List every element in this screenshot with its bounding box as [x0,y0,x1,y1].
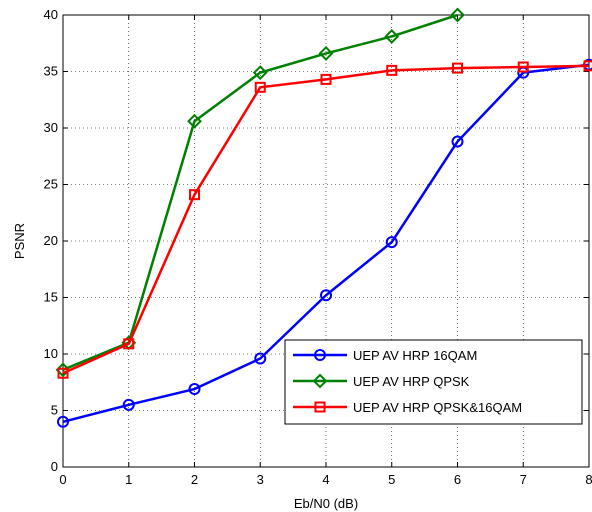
y-tick-label: 25 [44,177,58,192]
legend-swatch-point [314,349,326,361]
series-3-point [123,338,135,350]
series-2 [55,7,465,378]
series-1 [57,58,592,428]
legend-label: UEP AV HRP 16QAM [353,348,477,363]
series-3-point [320,73,332,85]
series-2-point [450,7,465,23]
y-tick-label: 35 [44,64,58,79]
y-tick-label: 15 [44,290,58,305]
series-2-point [318,46,334,61]
series-2-point [187,113,202,129]
series-1-point [385,236,398,249]
y-tick-label: 30 [44,120,58,135]
series-2-point [384,29,400,44]
axis-ticks: 0 1 2 3 4 5 6 7 8 0 5 10 15 20 25 30 35 40 [44,7,592,487]
series-1-point [254,352,267,365]
series-1-point [451,135,464,148]
y-tick-label: 10 [44,346,58,361]
legend-entry: UEP AV HRP 16QAM [293,348,477,363]
series-3-point [57,367,69,379]
x-tick-label: 3 [257,472,264,487]
x-tick-label: 6 [454,472,461,487]
legend-swatch-point [314,401,326,413]
series-3-point [517,61,529,73]
legend-label: UEP AV HRP QPSK&16QAM [353,400,522,415]
y-tick-label: 40 [44,7,58,22]
series-3-point [583,60,592,72]
legend-label: UEP AV HRP QPSK [353,374,470,389]
series-2-line [62,13,458,371]
series-3-line [62,64,590,375]
legend: UEP AV HRP 16QAM UEP AV HRP QPSK UEP AV HR… [284,339,583,425]
series-3-point [386,64,398,76]
series-3 [57,60,592,379]
series-3-point [189,189,200,201]
x-tick-label: 4 [322,472,329,487]
series-1-line [62,63,590,424]
y-tick-label: 0 [51,459,58,474]
y-tick-label: 5 [51,403,58,418]
legend-entry: UEP AV HRP QPSK&16QAM [293,400,522,415]
x-tick-label: 8 [585,472,592,487]
series-1-point [188,383,201,396]
x-tick-label: 1 [125,472,132,487]
y-tick-label: 20 [44,233,58,248]
series-1-point [57,415,69,428]
series-3-point [254,81,266,93]
legend-swatch-point [312,373,328,389]
y-axis-title: PSNR [12,223,27,259]
x-tick-label: 0 [59,472,66,487]
x-tick-label: 2 [191,472,198,487]
legend-entry: UEP AV HRP QPSK [293,373,470,389]
series-layer [55,7,592,428]
series-3-point [452,62,463,74]
x-tick-label: 5 [388,472,395,487]
series-2-point [252,65,268,81]
x-tick-label: 7 [520,472,527,487]
series-1-point [320,289,332,302]
x-axis-title: Eb/N0 (dB) [294,496,358,511]
series-1-point [122,398,135,411]
